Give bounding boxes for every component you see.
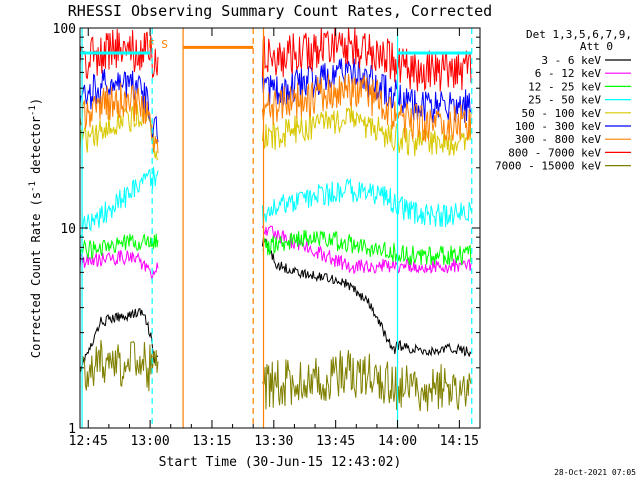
series-line [79, 27, 472, 92]
x-tick-label: 13:00 [131, 434, 170, 449]
legend-header-detectors: Det 1,3,5,6,7,9, [526, 28, 632, 41]
x-tick-label: 12:45 [69, 434, 108, 449]
legend-label: 300 - 800 keV [515, 133, 601, 146]
legend-label: 6 - 12 keV [535, 67, 602, 80]
x-tick-label: 14:15 [440, 434, 479, 449]
y-axis: 1 10 100 [53, 22, 480, 437]
chart-title: RHESSI Observing Summary Count Rates, Co… [68, 2, 492, 20]
flag-label: F S [148, 38, 168, 51]
series-line [79, 73, 472, 154]
legend-label: 25 - 50 keV [528, 94, 601, 107]
x-tick-label: 14:00 [378, 434, 417, 449]
legend-label: 12 - 25 keV [528, 80, 601, 93]
legend-label: 7000 - 15000 keV [495, 160, 601, 173]
footer-timestamp: 28-Oct-2021 07:05 [554, 468, 636, 477]
series-line [79, 166, 472, 238]
x-tick-label: 13:45 [316, 434, 355, 449]
y-axis-label: Corrected Count Rate (s-1 detector-1) [28, 98, 43, 358]
plot-content: F S [79, 27, 473, 428]
x-tick-label: 13:30 [254, 434, 293, 449]
legend-header-attenuator: Att 0 [580, 40, 613, 53]
y-tick-label: 100 [53, 22, 76, 37]
legend-label: 50 - 100 keV [522, 107, 602, 120]
y-tick-label: 1 [68, 422, 76, 437]
y-tick-label: 10 [60, 222, 76, 237]
series-line [79, 339, 472, 412]
x-axis-label: Start Time (30-Jun-15 12:43:02) [159, 455, 402, 470]
legend-label: 800 - 7000 keV [508, 146, 601, 159]
x-tick-label: 13:15 [192, 434, 231, 449]
legend-label: 100 - 300 keV [515, 120, 601, 133]
x-axis: 12:45 13:00 13:15 13:30 13:45 14:00 14:15 [69, 28, 479, 449]
legend-label: 3 - 6 keV [541, 54, 601, 67]
series-line [79, 229, 472, 266]
series-line [79, 237, 472, 373]
